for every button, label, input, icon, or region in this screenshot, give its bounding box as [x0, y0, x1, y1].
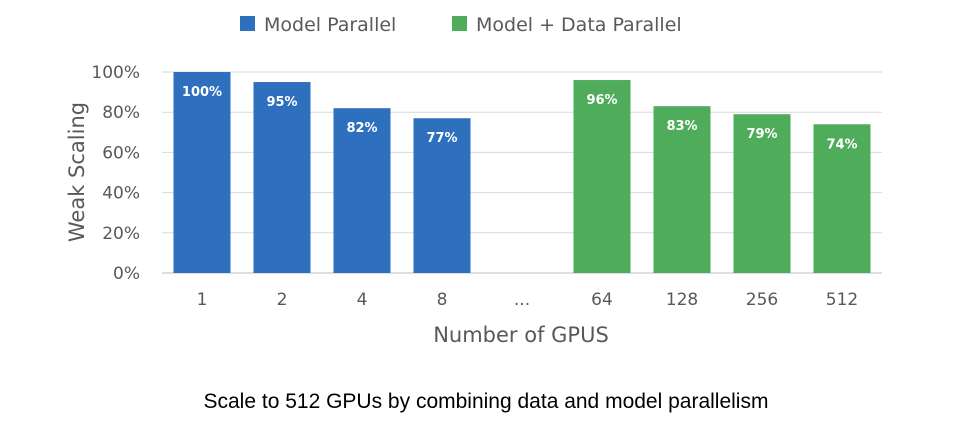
data-label: 82% [346, 121, 377, 136]
x-tick-label: 4 [357, 290, 368, 310]
data-label: 79% [746, 127, 777, 142]
legend-swatch [452, 16, 467, 31]
legend: Model Parallel Model + Data Parallel [240, 14, 682, 36]
bar [733, 114, 791, 274]
bar [253, 82, 311, 273]
bar [413, 118, 471, 273]
y-tick-label: 20% [102, 224, 140, 244]
chart-svg: Model Parallel Model + Data Parallel 0%20… [65, 14, 882, 347]
bar [173, 72, 231, 273]
legend-label: Model + Data Parallel [476, 14, 682, 36]
data-label: 95% [266, 95, 297, 110]
data-label: 96% [586, 93, 617, 108]
x-axis: 1 2 4 8... 64 128 256 512 [197, 290, 859, 310]
x-tick-label: 128 [666, 290, 698, 310]
bar [333, 108, 391, 274]
y-axis-label: Weak Scaling [65, 102, 89, 242]
data-label: 100% [182, 85, 222, 100]
y-axis: 0% 20% 40% 60% 80% 100% [91, 63, 140, 284]
bar [573, 80, 631, 273]
y-tick-label: 0% [113, 264, 140, 284]
data-label: 74% [826, 137, 857, 152]
bars: 100% 95% 82% 77% 96% 83% 79% 74% [173, 72, 871, 274]
y-tick-label: 40% [102, 184, 140, 204]
figure-caption: Scale to 512 GPUs by combining data and … [203, 390, 769, 413]
legend-swatch [240, 16, 255, 31]
x-tick-label: ... [514, 290, 530, 310]
bar [813, 124, 871, 273]
legend-label: Model Parallel [264, 14, 396, 36]
x-tick-label: 1 [197, 290, 208, 310]
x-tick-label: 8 [437, 290, 448, 310]
x-tick-label: 64 [591, 290, 613, 310]
y-tick-label: 60% [102, 143, 140, 163]
y-tick-label: 80% [102, 103, 140, 123]
data-label: 83% [666, 119, 697, 134]
weak-scaling-chart: Model Parallel Model + Data Parallel 0% 20… [65, 14, 882, 347]
x-tick-label: 2 [277, 290, 288, 310]
data-label: 77% [426, 131, 457, 146]
x-tick-label: 256 [746, 290, 778, 310]
bar [653, 106, 711, 273]
y-tick-label: 100% [91, 63, 140, 83]
x-tick-label: 512 [826, 290, 858, 310]
x-axis-label: Number of GPUS [433, 323, 609, 347]
